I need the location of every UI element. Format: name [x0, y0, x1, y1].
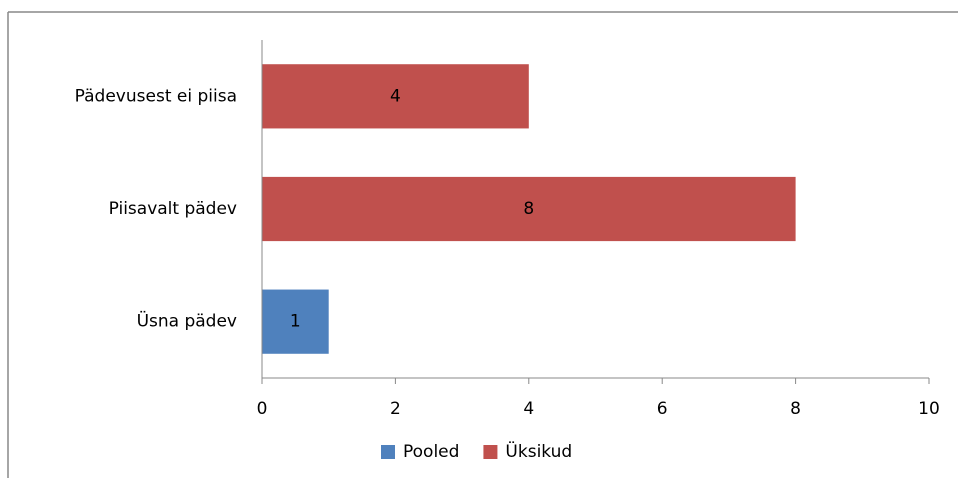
y-tick-label: Üsna pädev — [137, 310, 237, 332]
bar — [262, 176, 796, 242]
data-label: 8 — [523, 199, 534, 219]
bar — [262, 289, 329, 354]
bar — [262, 64, 529, 129]
x-tick-label: 10 — [918, 399, 940, 419]
data-label: 4 — [390, 86, 401, 106]
y-tick-label: Pädevusest ei piisa — [75, 86, 237, 106]
x-tick-label: 4 — [523, 399, 534, 419]
legend-label: Üksikud — [505, 440, 572, 462]
y-tick-label: Piisavalt pädev — [109, 199, 237, 219]
x-tick-label: 8 — [790, 399, 801, 419]
data-label: 1 — [290, 312, 301, 332]
legend-swatch — [381, 445, 395, 459]
x-tick-label: 2 — [390, 399, 401, 419]
legend-label: Pooled — [403, 442, 459, 462]
x-tick-label: 0 — [257, 399, 268, 419]
x-tick-label: 6 — [657, 399, 668, 419]
legend-swatch — [483, 445, 498, 459]
